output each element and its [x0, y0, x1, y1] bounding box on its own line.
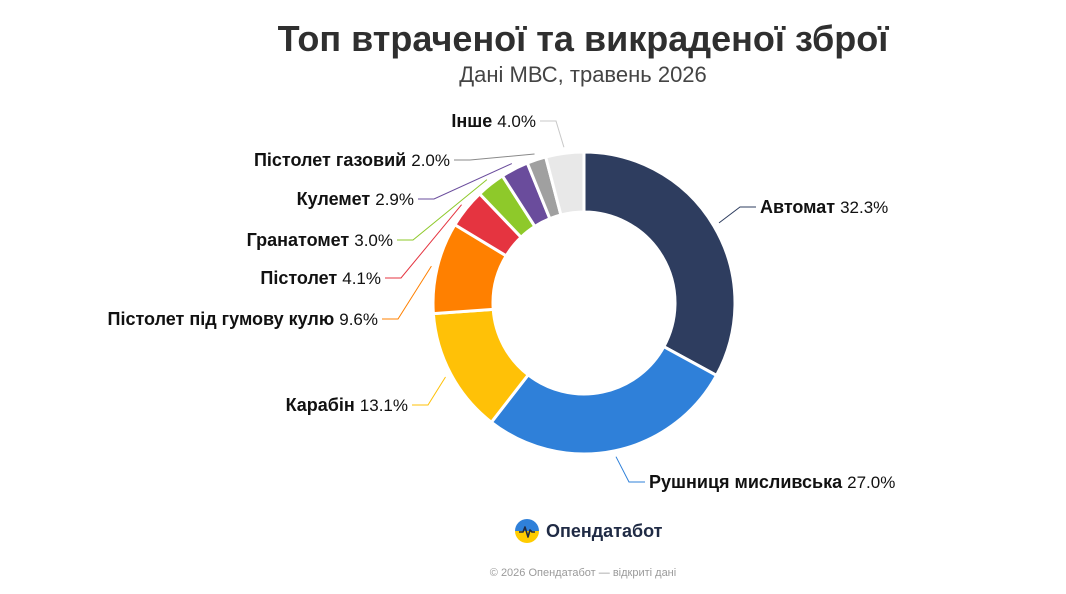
slice-category-label: Рушниця мисливська	[649, 472, 847, 492]
slice-label: Пістолет 4.1%	[260, 268, 381, 288]
slice-label: Гранатомет 3.0%	[247, 230, 393, 250]
label-connector	[397, 179, 488, 241]
chart-subtitle: Дані МВС, травень 2026	[459, 62, 707, 87]
label-connector	[418, 163, 513, 200]
slice-value-label: 4.1%	[342, 269, 381, 288]
slice-category-label: Кулемет	[297, 189, 376, 209]
slice-category-label: Автомат	[760, 197, 840, 217]
slice-label: Інше 4.0%	[451, 111, 536, 131]
donut-slice	[582, 150, 737, 378]
slice-value-label: 4.0%	[497, 112, 536, 131]
slice-value-label: 2.9%	[375, 190, 414, 209]
slice-value-label: 3.0%	[354, 231, 393, 250]
slice-label: Рушниця мисливська 27.0%	[649, 472, 895, 492]
footer-text: © 2026 Опендатабот — відкриті дані	[489, 567, 677, 579]
slice-category-label: Гранатомет	[247, 230, 355, 250]
brand-logo: Опендатабот	[514, 516, 663, 546]
label-connector	[412, 376, 446, 406]
slice-label: Пістолет газовий 2.0%	[254, 150, 450, 170]
slice-category-label: Пістолет газовий	[254, 150, 411, 170]
slice-label: Пістолет під гумову кулю 9.6%	[108, 309, 378, 329]
slice-label: Автомат 32.3%	[760, 197, 888, 217]
label-connector	[454, 153, 535, 161]
slice-label: Карабін 13.1%	[286, 395, 408, 415]
slice-value-label: 2.0%	[411, 151, 450, 170]
chart-title: Топ втраченої та викраденої зброї	[277, 18, 889, 59]
slice-value-label: 27.0%	[847, 473, 895, 492]
slice-value-label: 13.1%	[360, 396, 408, 415]
donut-slice	[543, 150, 586, 217]
slice-label: Кулемет 2.9%	[297, 189, 414, 209]
slice-category-label: Пістолет	[260, 268, 342, 288]
slice-category-label: Інше	[451, 111, 497, 131]
brand-logo-icon	[515, 519, 539, 543]
label-connector	[615, 456, 645, 483]
label-connector	[385, 204, 462, 279]
label-connector	[540, 120, 565, 148]
slice-category-label: Карабін	[286, 395, 360, 415]
slice-value-label: 32.3%	[840, 198, 888, 217]
slice-category-label: Пістолет під гумову кулю	[108, 309, 340, 329]
slice-value-label: 9.6%	[339, 310, 378, 329]
donut-slice	[489, 344, 719, 456]
brand-name: Опендатабот	[546, 520, 663, 541]
label-connector	[382, 265, 432, 320]
label-connector	[718, 206, 756, 224]
